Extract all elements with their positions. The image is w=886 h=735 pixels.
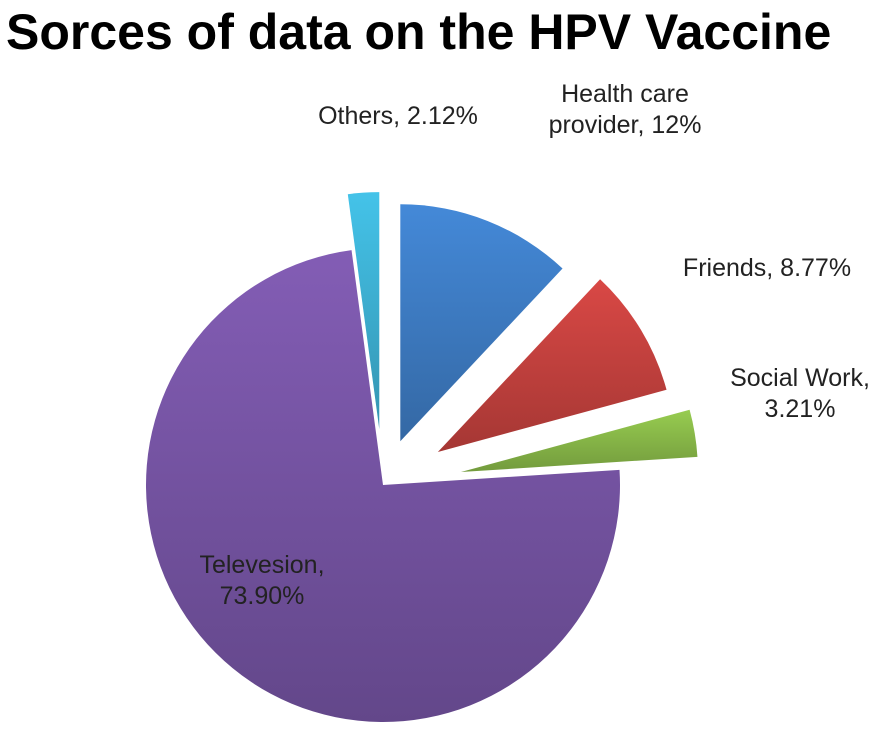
data-label-line: Friends, 8.77% [683, 254, 851, 282]
data-label-line: Others, 2.12% [318, 102, 478, 130]
pie-slice-others [347, 192, 380, 430]
chart-title: Sorces of data on the HPV Vaccine [6, 4, 832, 60]
pie-slice-friends [437, 279, 667, 453]
data-label-line: provider, 12% [549, 111, 702, 139]
data-label-health-care-provider: Health care provider, 12% [549, 80, 702, 139]
data-label-line: Televesion, [199, 551, 324, 579]
pie-slice-televesion [145, 250, 620, 722]
data-label-televesion: Televesion, 73.90% [199, 551, 324, 610]
pie-slice-social-work [460, 409, 698, 473]
data-label-line: Health care [561, 80, 689, 108]
pie-slice-health-care-provider [400, 204, 563, 442]
data-label-others: Others, 2.12% [318, 102, 478, 130]
data-label-social-work: Social Work, 3.21% [730, 364, 870, 423]
data-label-line: 3.21% [765, 395, 836, 423]
data-label-friends: Friends, 8.77% [683, 254, 851, 282]
data-label-line: Social Work, [730, 364, 870, 392]
data-label-line: 73.90% [220, 582, 305, 610]
